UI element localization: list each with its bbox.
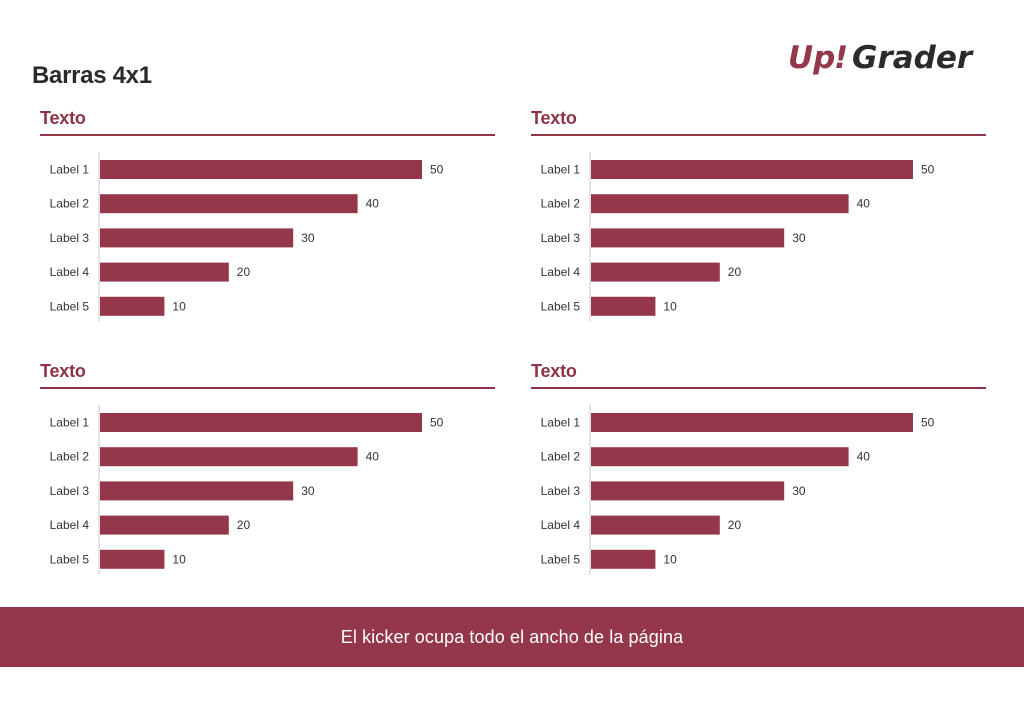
bar: [591, 549, 656, 569]
bar: [100, 160, 422, 179]
category-label: Label 5: [541, 552, 581, 566]
chart-title: Texto: [40, 108, 86, 128]
bar: [591, 262, 720, 282]
category-label: Label 3: [50, 231, 90, 245]
logo-part-grader: Grader: [852, 40, 974, 76]
category-label: Label 2: [50, 197, 90, 211]
category-label: Label 5: [50, 552, 90, 566]
bar: [591, 481, 785, 501]
bar: [100, 194, 358, 214]
bar: [100, 413, 422, 432]
bar-chart: Label 1 50 Label 2 40 Label 3 30 Label 4 20 Labe…: [50, 405, 444, 575]
category-label: Label 3: [50, 484, 90, 498]
value-label: 40: [857, 450, 871, 464]
category-label: Label 4: [50, 518, 90, 532]
value-label: 30: [301, 231, 315, 245]
chart-panel-4: Texto Label 1 50 Label 2 40 Label 3 30 Label 4…: [531, 361, 986, 575]
value-label: 20: [237, 265, 251, 279]
category-label: Label 5: [50, 299, 90, 313]
bar: [100, 228, 294, 248]
bar: [591, 228, 785, 248]
category-label: Label 1: [50, 416, 90, 430]
value-label: 30: [792, 231, 806, 245]
category-label: Label 2: [541, 197, 581, 211]
category-label: Label 2: [541, 450, 581, 464]
value-label: 40: [366, 450, 380, 464]
value-label: 50: [430, 163, 444, 177]
category-label: Label 1: [541, 163, 581, 177]
bar: [591, 160, 913, 179]
chart-title: Texto: [40, 361, 86, 381]
title-rule: [40, 134, 495, 136]
chart-panel-3: Texto Label 1 50 Label 2 40 Label 3 30 Label 4…: [40, 361, 495, 575]
category-label: Label 5: [541, 299, 581, 313]
kicker-banner: El kicker ocupa todo el ancho de la pági…: [0, 607, 1024, 667]
value-label: 50: [921, 163, 935, 177]
title-rule: [531, 387, 986, 389]
bar: [100, 262, 229, 282]
value-label: 50: [921, 416, 935, 430]
bar: [100, 515, 229, 535]
bar: [591, 194, 849, 214]
title-rule: [40, 387, 495, 389]
chart-title: Texto: [531, 361, 577, 381]
bar: [100, 481, 294, 501]
upgrader-logo: Up ! Grader: [788, 40, 974, 76]
value-label: 30: [301, 484, 315, 498]
bar: [100, 447, 358, 467]
value-label: 20: [237, 518, 251, 532]
chart-title: Texto: [531, 108, 577, 128]
bar: [591, 515, 720, 535]
bar: [591, 296, 656, 316]
bar: [100, 296, 165, 316]
page-title: Barras 4x1: [32, 62, 152, 89]
category-label: Label 4: [541, 265, 581, 279]
value-label: 50: [430, 416, 444, 430]
chart-panel-1: Texto Label 1 50 Label 2 40 Label 3 30 Label 4…: [40, 108, 495, 322]
chart-panel-2: Texto Label 1 50 Label 2 40 Label 3 30 Label 4…: [531, 108, 986, 322]
category-label: Label 1: [50, 163, 90, 177]
bar: [591, 413, 913, 432]
value-label: 10: [172, 299, 186, 313]
value-label: 10: [663, 299, 677, 313]
value-label: 40: [366, 197, 380, 211]
value-label: 40: [857, 197, 871, 211]
value-label: 10: [663, 552, 677, 566]
bar: [100, 549, 165, 569]
bar-chart: Label 1 50 Label 2 40 Label 3 30 Label 4 20 Labe…: [541, 405, 935, 575]
value-label: 30: [792, 484, 806, 498]
category-label: Label 4: [50, 265, 90, 279]
value-label: 20: [728, 265, 742, 279]
value-label: 20: [728, 518, 742, 532]
title-rule: [531, 134, 986, 136]
kicker-text: El kicker ocupa todo el ancho de la pági…: [340, 626, 684, 647]
category-label: Label 3: [541, 484, 581, 498]
logo-part-up: Up: [788, 40, 835, 76]
logo-exclamation: !: [834, 40, 848, 76]
bar: [591, 447, 849, 467]
value-label: 10: [172, 552, 186, 566]
category-label: Label 4: [541, 518, 581, 532]
bar-chart: Label 1 50 Label 2 40 Label 3 30 Label 4 20 Labe…: [541, 152, 935, 322]
category-label: Label 1: [541, 416, 581, 430]
category-label: Label 2: [50, 450, 90, 464]
category-label: Label 3: [541, 231, 581, 245]
bar-chart: Label 1 50 Label 2 40 Label 3 30 Label 4 20 Labe…: [50, 152, 444, 322]
